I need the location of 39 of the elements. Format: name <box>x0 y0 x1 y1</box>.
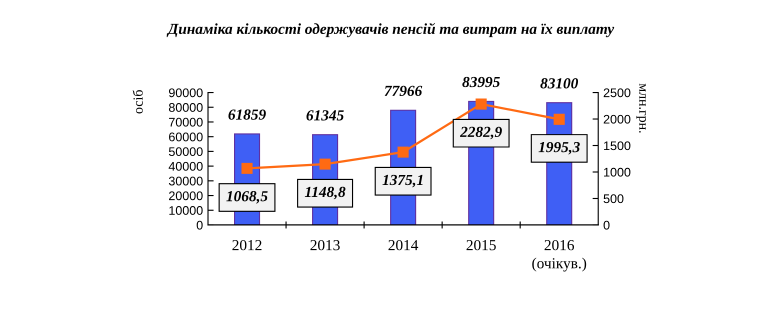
data-label: 61345 <box>306 110 344 120</box>
chart-title: Динаміка кількості одержувачів пенсій та витрат на їх виплату <box>166 22 614 38</box>
x-tick-label: 2015 <box>466 240 496 250</box>
data-label: 1148,8 <box>304 186 346 200</box>
y-tick-label: 0 <box>196 220 203 230</box>
y2-tick-label: 500 <box>604 194 624 204</box>
data-label: 2282,9 <box>460 126 502 140</box>
y2-tick-label: 1000 <box>604 168 630 177</box>
y-axis-title: осіб <box>132 90 143 114</box>
data-label: 1995,3 <box>538 142 580 154</box>
y-tick-label: 90000 <box>168 88 203 98</box>
y-tick-label: 40000 <box>168 162 203 171</box>
x-tick-label: 2012 <box>232 240 262 250</box>
y2-tick-label: 0 <box>604 220 610 230</box>
data-label: 61859 <box>228 109 266 120</box>
data-label: 83995 <box>462 76 500 88</box>
data-label: 1068,5 <box>226 191 268 204</box>
point <box>476 98 487 110</box>
y-tick-label: 50000 <box>168 147 203 156</box>
y2-tick-label: 2500 <box>604 88 630 98</box>
y2-tick-label: 2000 <box>604 114 630 124</box>
y-tick-label: 80000 <box>168 103 203 112</box>
point <box>398 146 409 158</box>
y2-tick-label: 1500 <box>604 141 630 150</box>
data-label: 83100 <box>540 78 578 88</box>
data-label: 1375,1 <box>382 174 423 188</box>
x-tick-label: 2014 <box>388 240 418 250</box>
data-label: 77966 <box>384 86 422 96</box>
x-tick-label: 2013 <box>310 240 340 250</box>
y-tick-label: 60000 <box>169 132 203 142</box>
y-tick-label: 30000 <box>168 176 203 186</box>
point <box>320 158 331 170</box>
x-tick-label: 2016 (очікув.) <box>532 240 586 272</box>
y2-axis-title: млн.грн. <box>636 84 646 133</box>
y-tick-label: 70000 <box>169 118 203 127</box>
y-tick-label: 20000 <box>169 191 203 200</box>
y-tick-label: 10000 <box>169 206 203 215</box>
point <box>241 162 253 174</box>
point <box>554 114 565 125</box>
